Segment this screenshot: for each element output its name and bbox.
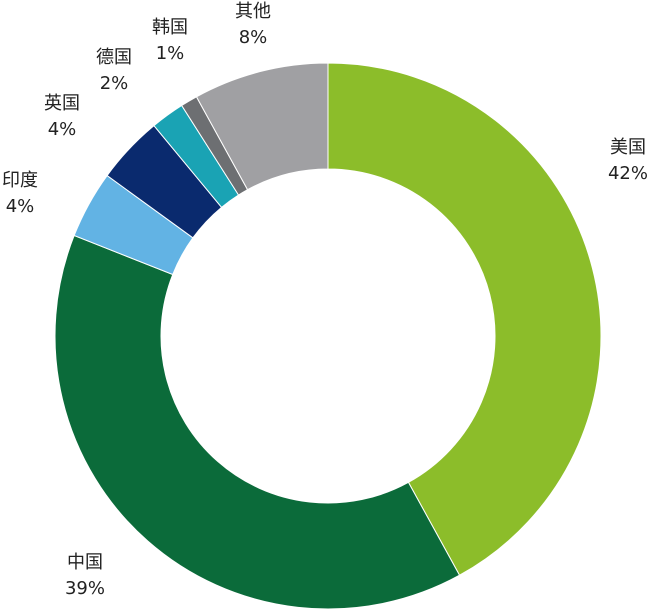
slice-label: 英国 — [44, 93, 80, 114]
donut-slice — [195, 62, 329, 191]
slice-label: 印度 — [2, 170, 38, 191]
slice-value-label: 39% — [65, 578, 105, 599]
slice-value-label: 1% — [156, 43, 185, 64]
slice-label: 美国 — [610, 137, 646, 158]
slice-value-label: 4% — [6, 196, 35, 217]
donut-slice — [54, 234, 461, 610]
slice-label: 韩国 — [152, 17, 188, 38]
slice-label: 中国 — [67, 552, 103, 573]
slice-value-label: 42% — [608, 163, 648, 184]
slice-label: 其他 — [235, 1, 271, 22]
slice-label: 德国 — [96, 47, 132, 68]
slice-value-label: 8% — [239, 27, 268, 48]
slice-value-label: 4% — [48, 119, 77, 140]
donut-slice — [327, 62, 602, 576]
slice-value-label: 2% — [100, 73, 129, 94]
